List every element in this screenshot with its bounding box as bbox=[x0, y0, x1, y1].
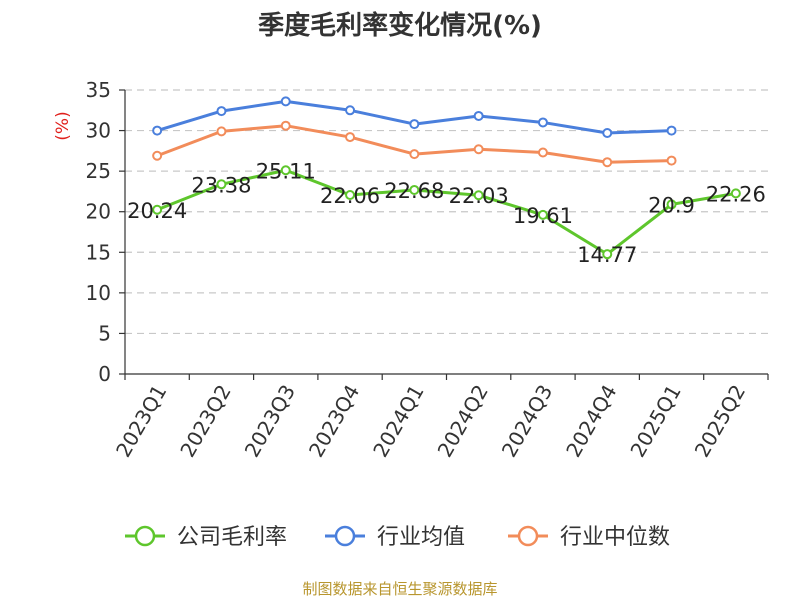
data-point bbox=[280, 96, 291, 107]
axes bbox=[119, 89, 769, 380]
y-tick-label: 30 bbox=[86, 119, 111, 143]
data-point bbox=[345, 132, 356, 143]
data-point bbox=[537, 117, 548, 128]
series-1 bbox=[152, 96, 677, 139]
data-point bbox=[537, 147, 548, 158]
y-tick-label: 0 bbox=[98, 362, 111, 386]
data-label: 25.11 bbox=[256, 159, 316, 183]
data-point bbox=[280, 165, 291, 176]
data-point bbox=[666, 155, 677, 166]
data-point bbox=[730, 188, 741, 199]
y-axis-unit: (%) bbox=[53, 111, 73, 140]
data-point bbox=[602, 128, 613, 139]
data-label: 23.38 bbox=[191, 173, 251, 197]
data-point bbox=[345, 105, 356, 116]
data-label: 22.03 bbox=[449, 184, 509, 208]
data-point bbox=[152, 204, 163, 215]
legend-label: 行业均值 bbox=[377, 525, 465, 550]
y-tick-label: 15 bbox=[86, 240, 111, 264]
data-label: 20.24 bbox=[127, 199, 187, 223]
x-axis-ticks: 2023Q1 2023Q2 2023Q3 2023Q4 2024Q1 2024Q2 2024… bbox=[111, 381, 750, 462]
series-line bbox=[156, 168, 737, 256]
data-point bbox=[409, 184, 420, 195]
y-tick-label: 20 bbox=[86, 200, 111, 224]
series-2 bbox=[152, 120, 677, 168]
data-point bbox=[409, 149, 420, 160]
x-tick-label: 2023Q2 bbox=[175, 381, 235, 462]
y-tick-label: 10 bbox=[86, 281, 111, 305]
data-label: 20.9 bbox=[648, 193, 695, 217]
data-point bbox=[216, 106, 227, 117]
x-tick-label: 2024Q1 bbox=[368, 381, 428, 462]
data-label: 22.68 bbox=[384, 179, 444, 203]
y-tick-label: 35 bbox=[86, 78, 111, 102]
x-tick-label: 2025Q2 bbox=[690, 381, 750, 462]
x-tick-label: 2023Q1 bbox=[111, 381, 171, 462]
data-point bbox=[473, 110, 484, 121]
legend-marker bbox=[334, 525, 356, 547]
x-tick-label: 2024Q3 bbox=[497, 381, 557, 462]
x-tick-label: 2024Q2 bbox=[433, 381, 493, 462]
y-tick-label: 25 bbox=[86, 159, 111, 183]
x-tick-label: 2025Q1 bbox=[625, 381, 685, 462]
data-point bbox=[216, 126, 227, 137]
data-point bbox=[666, 125, 677, 136]
data-label: 22.26 bbox=[706, 182, 766, 206]
data-point bbox=[602, 249, 613, 260]
legend-item-1: 行业均值 bbox=[325, 525, 465, 550]
data-label: 14.77 bbox=[577, 243, 637, 267]
data-point bbox=[216, 179, 227, 190]
y-axis-ticks: 0 5 10 15 20 25 30 35 bbox=[86, 78, 111, 386]
legend-marker bbox=[134, 525, 156, 547]
legend-item-0: 公司毛利率 bbox=[125, 525, 287, 550]
data-label: 22.06 bbox=[320, 184, 380, 208]
data-point bbox=[473, 190, 484, 201]
data-point bbox=[537, 209, 548, 220]
chart-title: 季度毛利率变化情况(%) bbox=[258, 10, 542, 41]
data-point bbox=[280, 120, 291, 131]
legend: 公司毛利率 行业均值 行业中位数 bbox=[125, 525, 670, 550]
data-point bbox=[602, 157, 613, 168]
legend-marker bbox=[517, 525, 539, 547]
legend-item-2: 行业中位数 bbox=[508, 525, 670, 550]
series-0 bbox=[152, 165, 741, 260]
source-note: 制图数据来自恒生聚源数据库 bbox=[302, 580, 497, 598]
data-point bbox=[345, 189, 356, 200]
data-label: 19.61 bbox=[513, 204, 573, 228]
data-point bbox=[666, 199, 677, 210]
x-tick-label: 2024Q4 bbox=[561, 381, 621, 462]
x-tick-label: 2023Q4 bbox=[304, 381, 364, 462]
data-point bbox=[473, 144, 484, 155]
legend-label: 公司毛利率 bbox=[177, 525, 287, 550]
data-point bbox=[152, 150, 163, 161]
data-point bbox=[409, 119, 420, 130]
y-tick-label: 5 bbox=[98, 321, 111, 345]
legend-label: 行业中位数 bbox=[560, 525, 670, 550]
series-layer bbox=[152, 96, 741, 260]
data-point bbox=[152, 125, 163, 136]
x-tick-label: 2023Q3 bbox=[240, 381, 300, 462]
